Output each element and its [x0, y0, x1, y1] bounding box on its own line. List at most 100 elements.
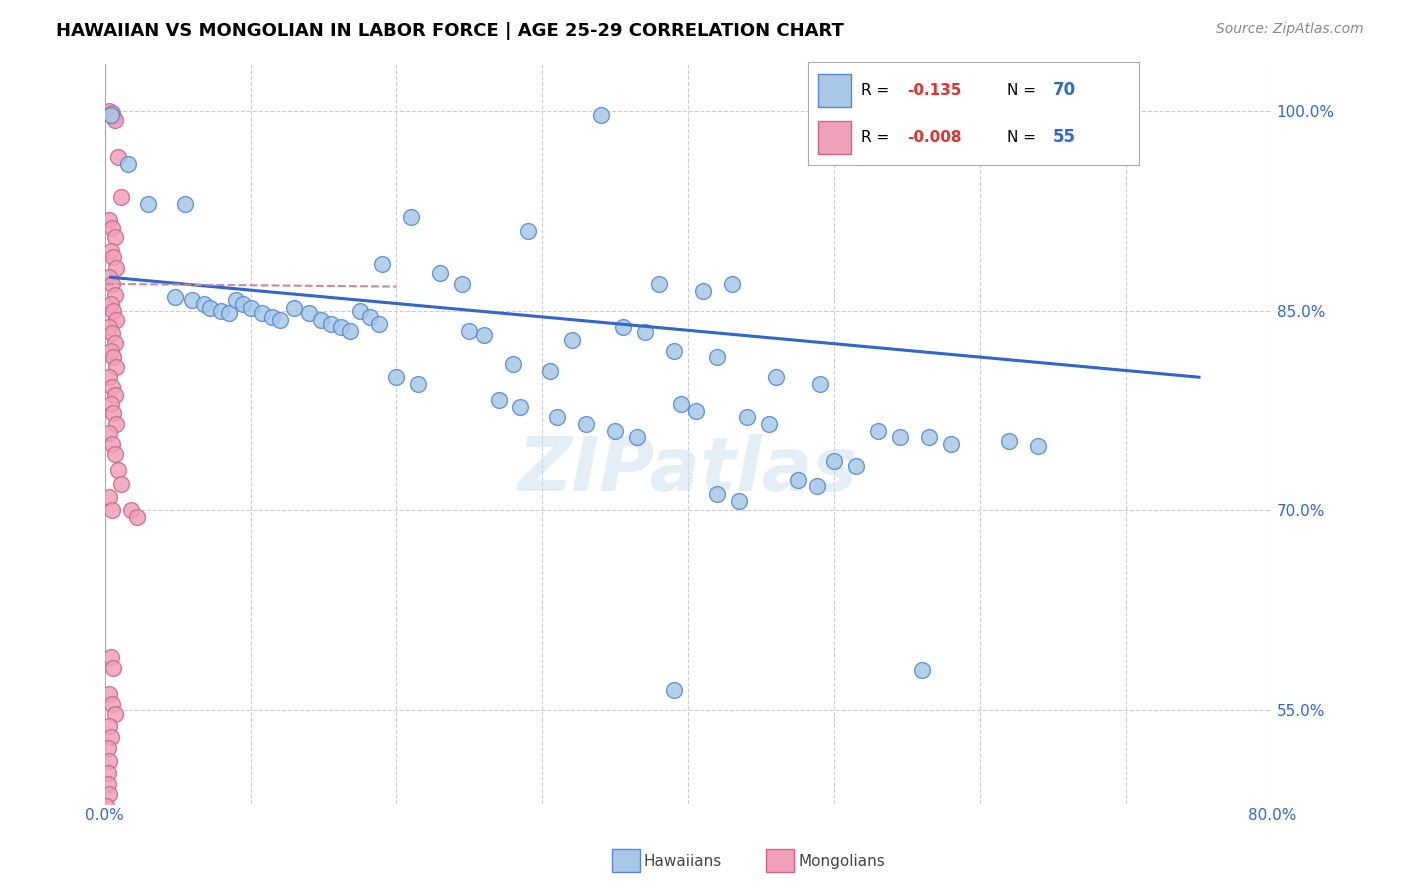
Point — [100, 108, 122, 122]
Point — [101, 277, 124, 291]
Point — [104, 335, 127, 350]
Bar — [818, 74, 852, 106]
Point — [100, 343, 122, 358]
Text: 70: 70 — [1053, 81, 1076, 99]
Point — [330, 319, 353, 334]
Point — [706, 350, 728, 364]
Point — [339, 324, 361, 338]
Point — [100, 650, 122, 665]
Point — [458, 324, 481, 338]
Point — [103, 661, 125, 675]
Point — [120, 503, 142, 517]
Point — [97, 777, 120, 791]
Point — [866, 424, 889, 438]
Point — [110, 476, 132, 491]
Point — [575, 417, 598, 431]
Point — [648, 277, 671, 291]
Point — [218, 306, 240, 320]
Text: Mongolians: Mongolians — [799, 855, 886, 869]
Point — [103, 250, 125, 264]
Point — [385, 370, 408, 384]
Point — [107, 150, 129, 164]
Point — [721, 277, 744, 291]
Point — [98, 787, 121, 801]
Point — [98, 687, 121, 701]
Point — [98, 719, 121, 733]
Point — [669, 397, 692, 411]
Point — [101, 221, 124, 235]
Point — [100, 807, 122, 822]
Point — [998, 434, 1021, 449]
Point — [765, 370, 787, 384]
Text: Source: ZipAtlas.com: Source: ZipAtlas.com — [1216, 22, 1364, 37]
Point — [98, 270, 121, 285]
Text: R =: R = — [862, 83, 894, 97]
Point — [359, 310, 381, 325]
Text: N =: N = — [1007, 130, 1040, 145]
Point — [262, 310, 284, 325]
Point — [193, 297, 215, 311]
Point — [589, 108, 612, 122]
Point — [98, 213, 121, 227]
Point — [174, 197, 197, 211]
Point — [502, 357, 524, 371]
Point — [451, 277, 474, 291]
Point — [98, 490, 121, 504]
Point — [105, 260, 128, 275]
Text: N =: N = — [1007, 83, 1040, 97]
Point — [728, 494, 751, 508]
Point — [98, 426, 121, 441]
Point — [100, 730, 122, 744]
Point — [100, 244, 122, 258]
Point — [104, 230, 127, 244]
Point — [117, 157, 139, 171]
Point — [97, 740, 120, 755]
Text: Hawaiians: Hawaiians — [644, 855, 723, 869]
Point — [1028, 440, 1050, 454]
Point — [101, 106, 124, 120]
Point — [232, 297, 254, 311]
Point — [472, 327, 495, 342]
Point — [626, 430, 648, 444]
Point — [488, 392, 510, 407]
Text: -0.135: -0.135 — [908, 83, 962, 97]
Point — [104, 448, 127, 462]
Point — [918, 430, 941, 444]
Point — [605, 424, 627, 438]
Point — [101, 379, 124, 393]
Point — [911, 664, 934, 678]
Point — [889, 430, 911, 444]
Point — [104, 387, 127, 401]
Point — [283, 301, 305, 315]
Point — [319, 317, 342, 331]
Point — [105, 417, 128, 431]
Point — [225, 293, 247, 307]
Text: -0.008: -0.008 — [908, 130, 962, 145]
Point — [103, 350, 125, 364]
Point — [429, 266, 451, 280]
Point — [368, 317, 391, 331]
Point — [269, 313, 291, 327]
Point — [692, 284, 714, 298]
Point — [706, 487, 728, 501]
Point — [371, 257, 394, 271]
Point — [100, 297, 122, 311]
Point — [349, 303, 371, 318]
Point — [103, 406, 125, 420]
Point — [806, 479, 828, 493]
Point — [209, 303, 232, 318]
Point — [612, 319, 634, 334]
Point — [101, 326, 124, 341]
Point — [98, 319, 121, 334]
Point — [125, 510, 148, 524]
Point — [101, 697, 124, 711]
Point — [823, 454, 845, 468]
Point — [509, 400, 531, 414]
Point — [103, 303, 125, 318]
Point — [100, 397, 122, 411]
Point — [104, 707, 127, 722]
Point — [101, 503, 124, 517]
Text: R =: R = — [862, 130, 894, 145]
Point — [298, 306, 321, 320]
Point — [685, 403, 707, 417]
